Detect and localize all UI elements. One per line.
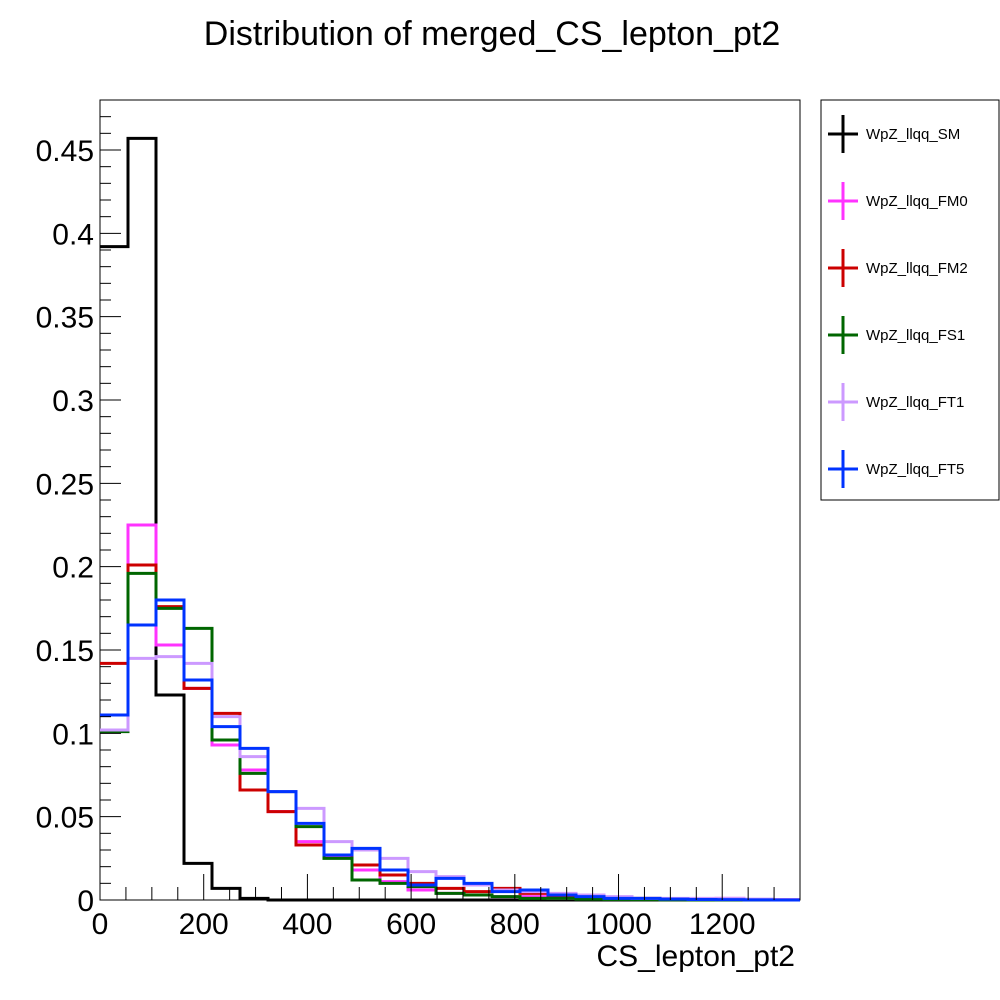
y-tick-label: 0.25: [36, 468, 94, 501]
legend-label: WpZ_llqq_SM: [866, 126, 960, 143]
histogram-series: [100, 136, 800, 902]
y-tick-label: 0.2: [52, 552, 94, 585]
x-axis: 0 200 400 600 800 1000 1200: [92, 874, 801, 941]
plot-frame: [99, 99, 801, 901]
legend-label: WpZ_llqq_FT5: [866, 461, 964, 478]
legend-box: [820, 99, 1000, 501]
x-axis-label: CS_lepton_pt2: [597, 940, 796, 973]
legend-label: WpZ_llqq_FS1: [866, 327, 965, 344]
x-tick-label: 200: [179, 908, 229, 941]
x-tick-label: 0: [92, 908, 109, 941]
x-tick-label: 1200: [689, 908, 756, 941]
y-tick-label: 0.1: [52, 718, 94, 751]
x-tick-label: 800: [490, 908, 540, 941]
x-tick-label: 1000: [585, 908, 652, 941]
series-line-wpz-llqq-fm0: [100, 523, 800, 902]
y-tick-label: 0.35: [36, 302, 94, 335]
x-tick-label: 400: [282, 908, 332, 941]
y-tick-label: 0: [77, 885, 94, 918]
series-line-wpz-llqq-ft5: [100, 598, 800, 902]
x-tick-label: 600: [386, 908, 436, 941]
legend-label: WpZ_llqq_FM0: [866, 193, 968, 210]
y-tick-label: 0.3: [52, 385, 94, 418]
legend-label: WpZ_llqq_FM2: [866, 260, 968, 277]
series-line-wpz-llqq-sm: [100, 136, 800, 902]
plot-area: [99, 99, 801, 901]
y-tick-label: 0.15: [36, 635, 94, 668]
y-tick-label: 0.45: [36, 135, 94, 168]
series-line-wpz-llqq-fm2: [100, 563, 800, 902]
series-line-wpz-llqq-fs1: [100, 571, 800, 902]
y-tick-label: 0.05: [36, 802, 94, 835]
chart-title: Distribution of merged_CS_lepton_pt2: [204, 15, 780, 53]
legend-label: WpZ_llqq_FT1: [866, 394, 964, 411]
legend: WpZ_llqq_SM WpZ_llqq_FM0 WpZ_llqq_FM2 WpZ_l…: [820, 99, 1000, 501]
y-axis: 0 0.05 0.1 0.15 0.2 0.25 0.3 0.35 0.4 0.45: [36, 99, 121, 918]
y-tick-label: 0.4: [52, 218, 94, 251]
